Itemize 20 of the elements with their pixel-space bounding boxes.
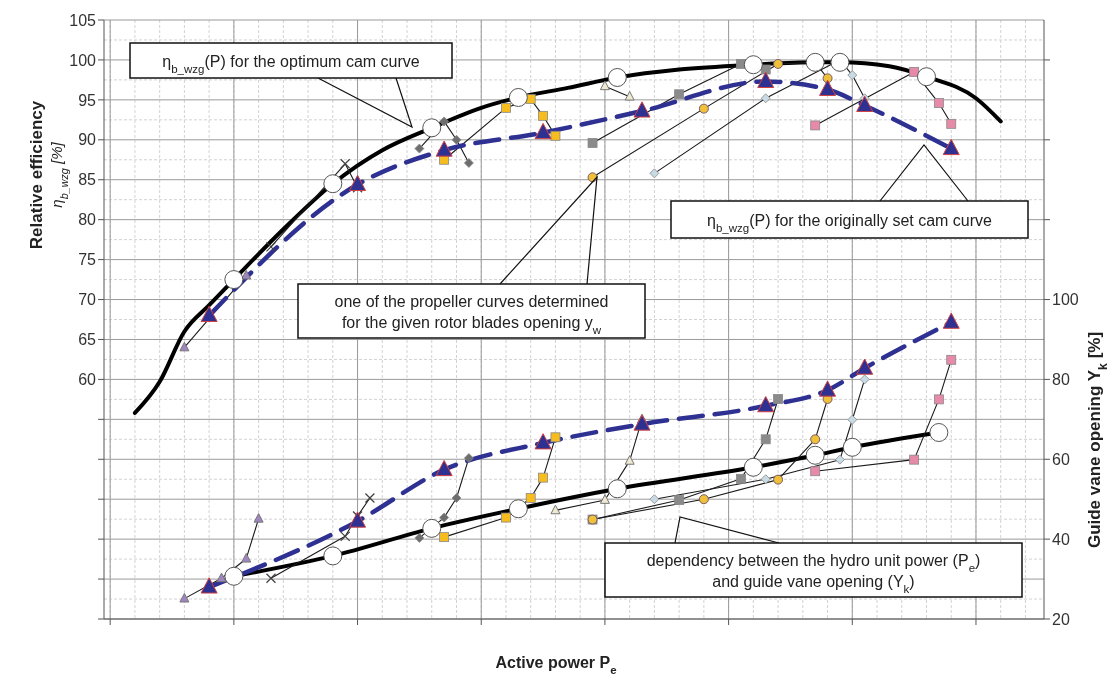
y2-tick-label: 20 bbox=[1052, 610, 1070, 628]
text: dependency between the hydro unit power (P$_{e}$) and guide vane opening (Y$_{k}$) bbox=[646, 551, 981, 595]
y-tick-label: 90 bbox=[78, 131, 97, 149]
annotation: η$_{b_wzg}$(P) for the optimum cam curve bbox=[162, 52, 420, 75]
y-tick-label: 80 bbox=[78, 211, 97, 229]
y-tick-label: 70 bbox=[78, 291, 97, 309]
y-tick-label: 75 bbox=[78, 251, 97, 269]
y-tick-label: 65 bbox=[78, 331, 97, 349]
annotation: one of the propeller curves determined for the given rotor blades opening y$_{w}$ bbox=[334, 292, 609, 336]
y2-tick-label: 40 bbox=[1052, 530, 1070, 548]
y-tick-label: 105 bbox=[69, 11, 97, 29]
y-tick-label: 100 bbox=[69, 51, 97, 69]
y2-tick-label: 100 bbox=[1052, 291, 1079, 309]
y-tick-label: 95 bbox=[78, 91, 97, 109]
y2-tick-label: 60 bbox=[1052, 450, 1070, 468]
y2-tick-label: 80 bbox=[1052, 371, 1070, 389]
annotation: η$_{b_wzg}$(P) for the originally set cam curve bbox=[707, 211, 993, 234]
y-tick-label: 85 bbox=[78, 171, 97, 189]
x-axis-title: Active power P$_{e}$ bbox=[495, 654, 618, 676]
y-tick-label: 60 bbox=[78, 371, 97, 389]
